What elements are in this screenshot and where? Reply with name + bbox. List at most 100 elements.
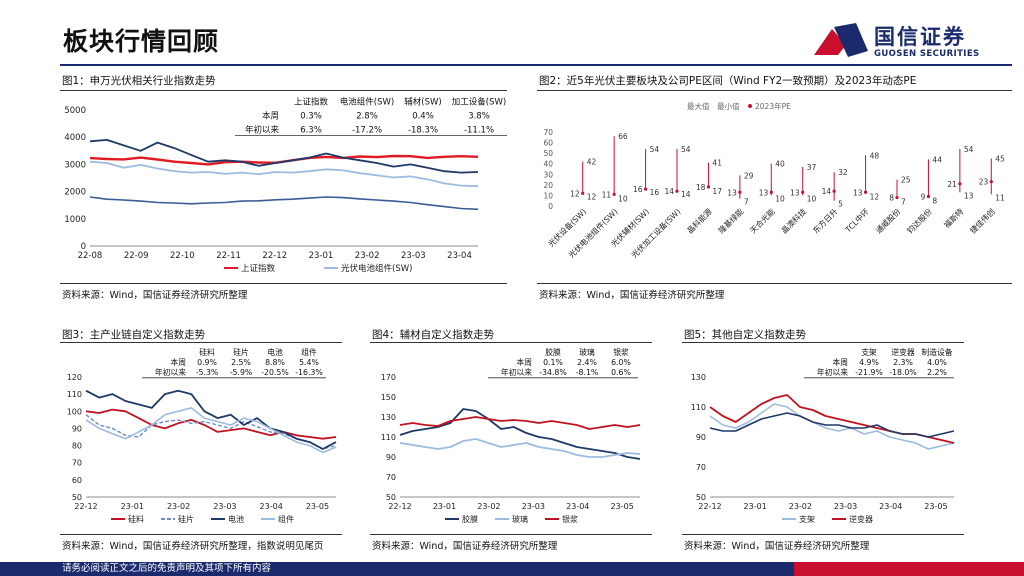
header-divider bbox=[60, 64, 1012, 66]
table-cell: 0.4% bbox=[412, 112, 434, 122]
min-label: 7 bbox=[901, 198, 906, 207]
table-col-header: 电池 bbox=[267, 347, 283, 357]
table-row-label: 本周 bbox=[262, 111, 279, 122]
panel-2-bottom-rule bbox=[537, 283, 1012, 284]
table-col-header: 玻璃 bbox=[579, 347, 595, 357]
x-tick-label: 23-02 bbox=[167, 502, 190, 511]
series-line-4 bbox=[85, 407, 337, 454]
max-label: 42 bbox=[587, 158, 597, 167]
legend-label: 硅料 bbox=[128, 514, 144, 524]
series-line-2 bbox=[89, 160, 479, 188]
panel-2-source: 资料来源：Wind，国信证券经济研究所整理 bbox=[539, 290, 725, 301]
min-label: 11 bbox=[995, 193, 1005, 202]
table-row-label: 年初以来 bbox=[155, 367, 186, 377]
min-label: 16 bbox=[650, 188, 660, 197]
y-tick-label: 110 bbox=[381, 433, 396, 442]
table-cell: -34.8% bbox=[539, 368, 567, 377]
y-tick-label: 10 bbox=[543, 191, 553, 200]
x-tick-label: 23-01 bbox=[121, 502, 144, 511]
table-cell: -18.3% bbox=[408, 126, 438, 136]
pe-2023-label: 9 bbox=[921, 192, 926, 201]
table-cell: 0.9% bbox=[197, 358, 217, 367]
pe-2023-marker bbox=[863, 190, 868, 194]
max-label: 29 bbox=[744, 171, 754, 180]
series-line-1 bbox=[399, 408, 641, 460]
y-tick-label: 50 bbox=[696, 493, 706, 502]
max-label: 32 bbox=[838, 168, 848, 177]
y-tick-label: 70 bbox=[543, 128, 553, 137]
legend-label: 上证指数 bbox=[241, 263, 276, 274]
x-tick-label: 23-03 bbox=[401, 251, 426, 261]
y-tick-label: 5000 bbox=[64, 106, 86, 116]
y-tick-label: 60 bbox=[72, 476, 82, 485]
logo-chinese-name: 国信证券 bbox=[874, 25, 966, 49]
pe-2023-marker bbox=[643, 187, 648, 191]
legend-label: 硅片 bbox=[178, 514, 194, 524]
pe-2023-marker bbox=[706, 185, 711, 189]
pe-2023-marker bbox=[675, 189, 679, 193]
pe-2023-label: 8 bbox=[889, 194, 894, 203]
table-cell: 0.1% bbox=[543, 358, 563, 367]
y-tick-label: 60 bbox=[543, 139, 553, 148]
pe-2023-label: 12 bbox=[570, 189, 580, 198]
table-cell: -8.1% bbox=[576, 368, 599, 377]
table-row-label: 本周 bbox=[170, 357, 186, 367]
max-label: 48 bbox=[870, 151, 880, 160]
x-tick-label: 23-01 bbox=[744, 502, 767, 511]
pe-2023-label: 14 bbox=[664, 187, 674, 196]
min-label: 14 bbox=[681, 190, 691, 199]
y-tick-label: 110 bbox=[691, 403, 706, 412]
footer-accent bbox=[794, 562, 1024, 576]
min-label: 13 bbox=[964, 191, 974, 200]
pe-2023-label: 13 bbox=[853, 188, 863, 197]
x-tick-label: 23-02 bbox=[355, 251, 380, 261]
series-line-2 bbox=[709, 394, 955, 444]
pe-2023-marker bbox=[832, 189, 836, 193]
x-tick-label: 23-05 bbox=[924, 502, 947, 511]
x-tick-label: 23-05 bbox=[611, 502, 634, 511]
series-line-4 bbox=[89, 196, 479, 211]
panel-1-bottom-rule bbox=[60, 283, 507, 284]
max-label: 41 bbox=[712, 159, 722, 168]
y-tick-label: 70 bbox=[696, 463, 706, 472]
table-col-header: 电池组件(SW) bbox=[340, 97, 394, 108]
pe-2023-label: 13 bbox=[790, 188, 800, 197]
page-title: 板块行情回顾 bbox=[63, 27, 220, 56]
min-label: 17 bbox=[712, 187, 722, 196]
table-col-header: 上证指数 bbox=[294, 97, 329, 108]
panel-5-source: 资料来源：Wind，国信证券经济研究所整理 bbox=[684, 541, 870, 552]
x-tick-label: 22-09 bbox=[124, 251, 149, 261]
panel-2-title: 图2：近5年光伏主要板块及公司PE区间（Wind FY2一致预期）及2023年动… bbox=[539, 75, 917, 87]
x-tick-label: 22-12 bbox=[388, 502, 411, 511]
category-label: 天合光能 bbox=[748, 206, 777, 235]
table-cell: -5.3% bbox=[196, 368, 219, 377]
table-col-header: 辅材(SW) bbox=[404, 97, 441, 108]
y-tick-label: 70 bbox=[386, 473, 396, 482]
pe-2023-marker bbox=[926, 194, 931, 199]
table-cell: -11.1% bbox=[464, 126, 494, 136]
y-tick-label: 100 bbox=[67, 407, 82, 416]
x-tick-label: 23-04 bbox=[447, 251, 472, 261]
table-row-label: 年初以来 bbox=[817, 367, 848, 377]
table-cell: -16.3% bbox=[295, 368, 323, 377]
panel-3-source: 资料来源：Wind，国信证券经济研究所整理，指数说明见尾页 bbox=[62, 541, 324, 552]
series-line-3 bbox=[85, 389, 337, 450]
series-line-1 bbox=[85, 408, 337, 440]
min-label: 5 bbox=[838, 200, 843, 209]
table-col-header: 加工设备(SW) bbox=[452, 97, 506, 108]
x-tick-label: 23-02 bbox=[789, 502, 812, 511]
min-label: 8 bbox=[932, 197, 937, 206]
min-label: 10 bbox=[618, 194, 628, 203]
y-tick-label: 120 bbox=[67, 373, 82, 382]
panel-1-source: 资料来源：Wind，国信证券经济研究所整理 bbox=[62, 290, 248, 301]
table-col-header: 硅料 bbox=[199, 347, 215, 357]
table-col-header: 组件 bbox=[301, 347, 317, 357]
pe-2023-label: 21 bbox=[947, 180, 957, 189]
y-tick-label: 3000 bbox=[64, 160, 86, 170]
category-label: 晶科能源 bbox=[685, 206, 714, 235]
panel-3-rule bbox=[60, 342, 342, 343]
panel-5-chart: 50 70 90 110 130 22-12 23-01 23-02 23-03 23-04 23-… bbox=[691, 347, 955, 524]
series-line-1 bbox=[709, 403, 955, 450]
pe-2023-label: 14 bbox=[822, 187, 832, 196]
max-label: 54 bbox=[650, 145, 660, 154]
